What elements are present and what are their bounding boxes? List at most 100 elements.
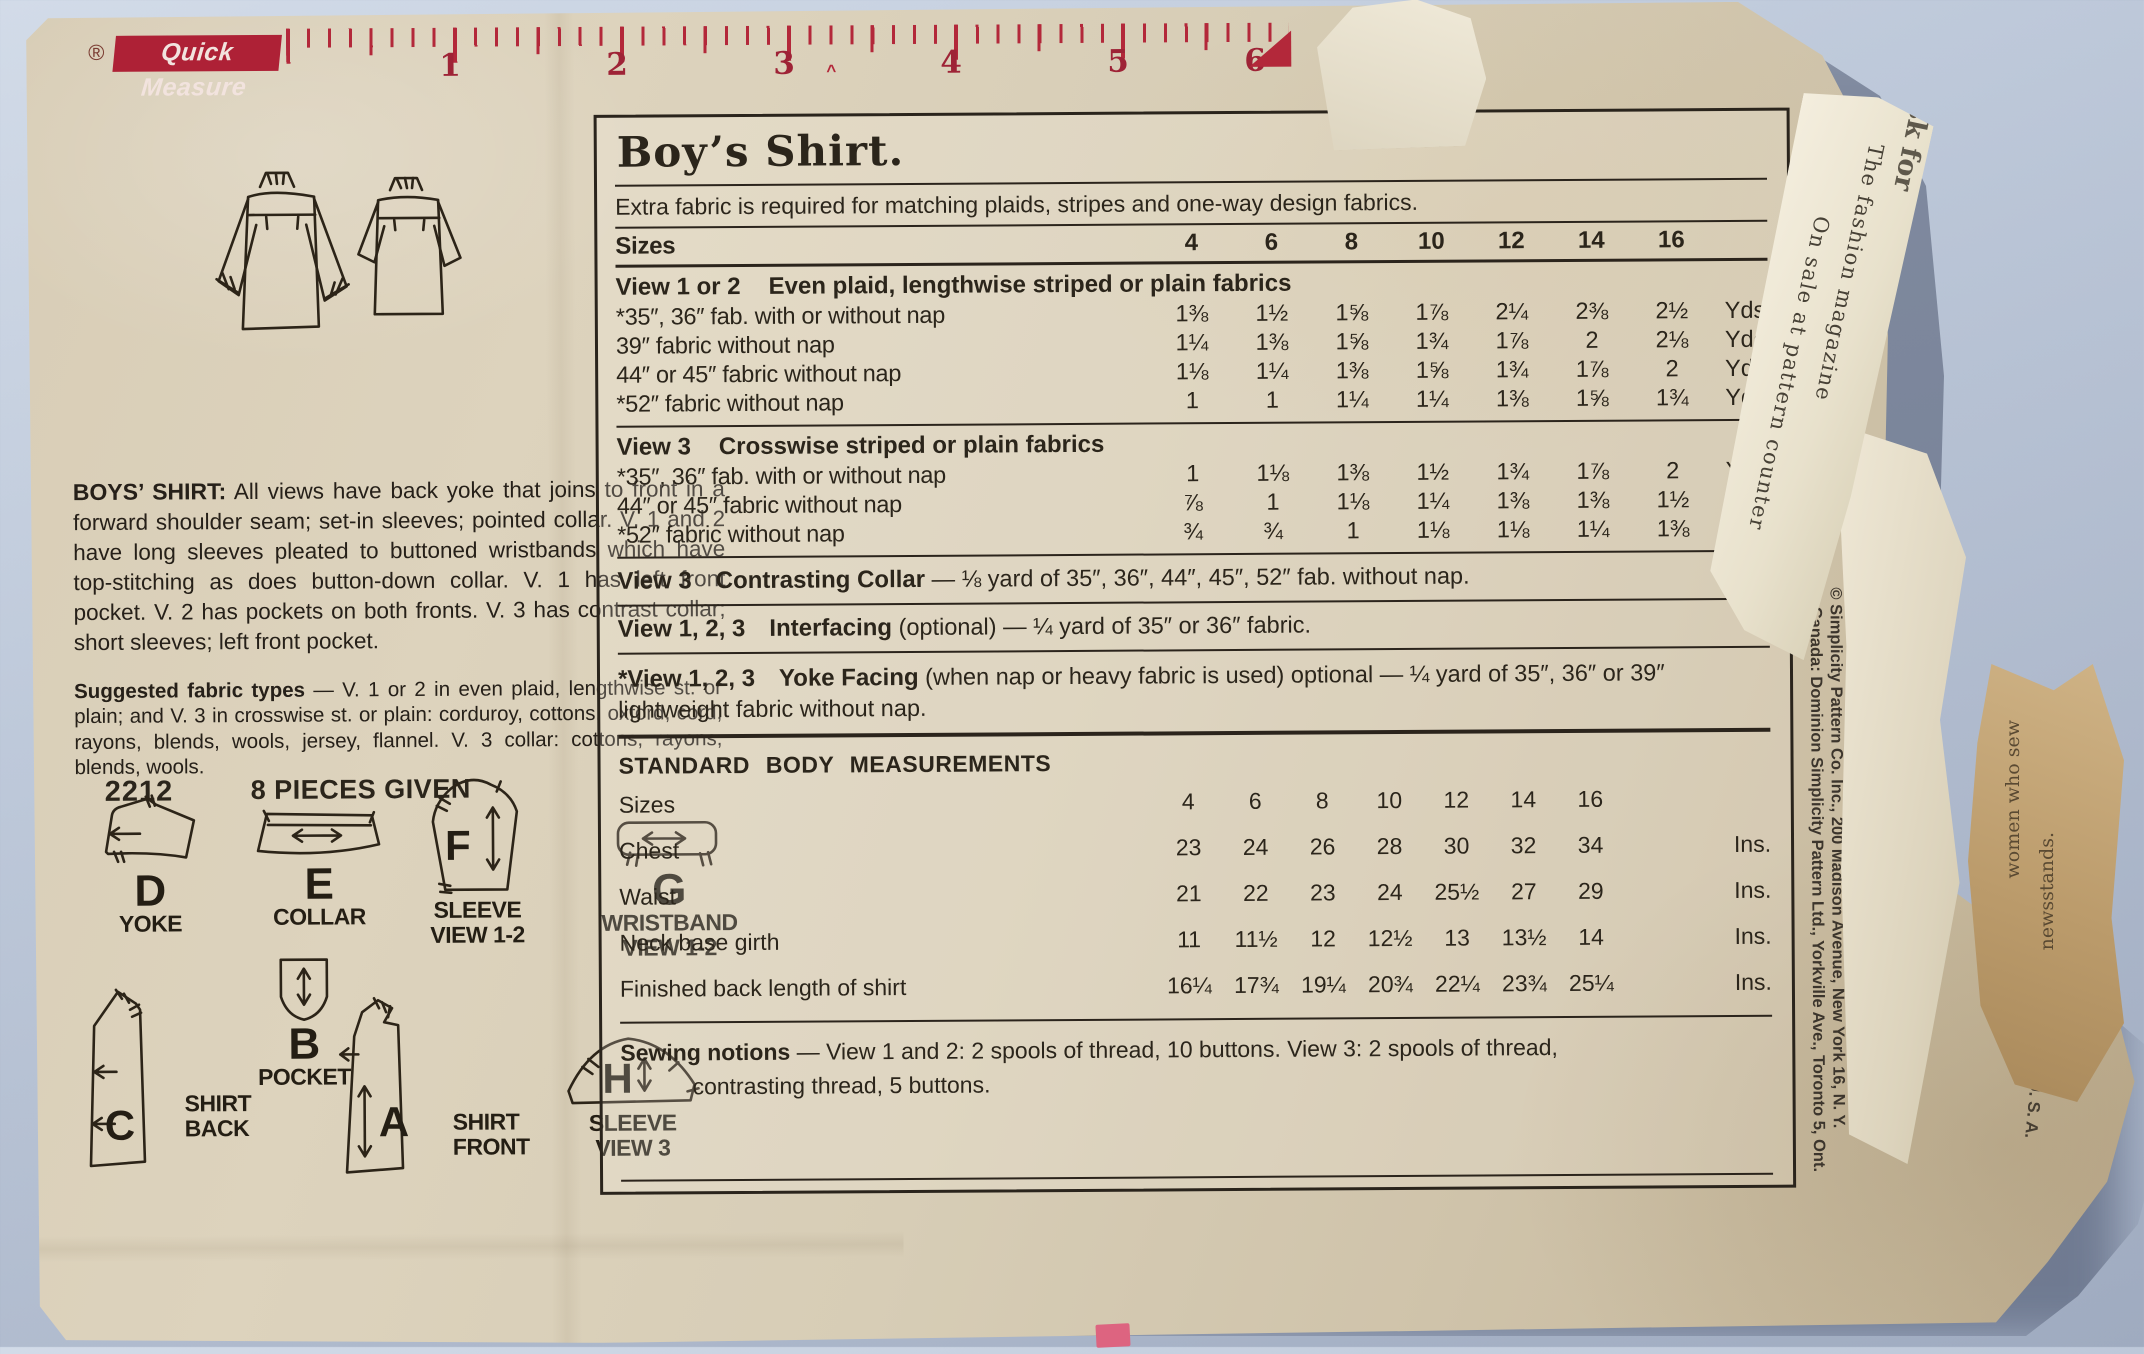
ruler-number: 2 bbox=[606, 47, 628, 83]
measurement-value: 6 bbox=[1222, 788, 1289, 815]
fabric-width-label: *35″, 36″ fab. with or without nap bbox=[617, 461, 1153, 491]
measurement-value: 14 bbox=[1558, 924, 1625, 951]
paper-crease bbox=[3, 1231, 903, 1262]
measurement-value: 12 bbox=[1423, 786, 1490, 813]
measurement-label: Neck base girth bbox=[620, 926, 1156, 956]
body-measurements-heading: STANDARD BODY MEASUREMENTS bbox=[618, 746, 1770, 780]
shirt-back-illustrations bbox=[202, 162, 465, 350]
measurement-value: 23¾ bbox=[1491, 970, 1558, 997]
size-col: 4 bbox=[1151, 229, 1231, 257]
piece-f-sleeve-view-1-2: F SLEEVE VIEW 1-2 bbox=[419, 775, 536, 948]
fabric-width-label: *35″, 36″ fab. with or without nap bbox=[616, 301, 1152, 331]
piece-c-shirt-back: C SHIRT BACK bbox=[82, 983, 323, 1172]
yardage-value: 1⅝ bbox=[1552, 385, 1632, 412]
measurement-value: 21 bbox=[1155, 880, 1222, 907]
divider bbox=[618, 728, 1770, 739]
measurement-value: 23 bbox=[1289, 879, 1356, 906]
pink-sticker-mark bbox=[1095, 1323, 1130, 1348]
piece-caption-sub: BACK bbox=[185, 1116, 252, 1141]
measurement-value: 17¾ bbox=[1223, 972, 1290, 999]
yardage-value: 1 bbox=[1233, 489, 1313, 516]
yardage-value: 1 bbox=[1152, 387, 1232, 414]
notions-text: — View 1 and 2: 2 spools of thread, 10 b… bbox=[790, 1034, 1558, 1065]
yardage-value: 1⅜ bbox=[1313, 459, 1393, 486]
measurement-row: Neck base girth 11 11½ 12 12½ 13 13½ 14 … bbox=[620, 923, 1772, 976]
scrap-text-women-who-sew: women who sew bbox=[2002, 720, 2024, 878]
size-col: 6 bbox=[1231, 229, 1311, 257]
yardage-value: 1⅜ bbox=[1473, 487, 1553, 514]
yardage-value: 1⅛ bbox=[1473, 516, 1553, 543]
fabric-width-label: *52″ fabric without nap bbox=[616, 388, 1152, 418]
yardage-value: ¾ bbox=[1233, 518, 1313, 545]
yardage-value: 2⅛ bbox=[1632, 326, 1712, 353]
measurement-label: Waist bbox=[619, 880, 1155, 910]
measurement-value: 20¾ bbox=[1357, 971, 1424, 998]
size-col: 8 bbox=[1311, 228, 1391, 256]
measurement-label: Finished back length of shirt bbox=[620, 972, 1156, 1002]
piece-letter: C bbox=[105, 1102, 136, 1150]
size-col: 14 bbox=[1551, 227, 1631, 255]
yardage-value: 2⅜ bbox=[1552, 298, 1632, 325]
piece-caption: SHIRT bbox=[185, 1091, 252, 1116]
yardage-value: 1⅛ bbox=[1233, 460, 1313, 487]
measurement-value: 28 bbox=[1356, 833, 1423, 860]
piece-a-shirt-front: A SHIRT FRONT bbox=[330, 991, 581, 1181]
piece-caption: SHIRT bbox=[453, 1109, 530, 1134]
yardage-value: 1⅛ bbox=[1313, 488, 1393, 515]
piece-caption: SLEEVE bbox=[419, 897, 535, 923]
collar-text: — ⅛ yard of 35″, 36″, 44″, 45″, 52″ fab.… bbox=[925, 563, 1470, 592]
strip-text-ask-for: Ask for bbox=[1887, 82, 1937, 194]
ruler-number: 3 bbox=[773, 46, 795, 82]
piece-letter: E bbox=[239, 864, 399, 905]
yardage-value: 1¾ bbox=[1632, 384, 1712, 411]
measurement-value: 25½ bbox=[1423, 878, 1490, 905]
notions-label: Sewing notions bbox=[620, 1039, 790, 1066]
yardage-value: 1⅝ bbox=[1312, 299, 1392, 326]
piece-caption-block: SHIRT FRONT bbox=[453, 1109, 530, 1159]
fabric-width-label: 44″ or 45″ fabric without nap bbox=[617, 490, 1153, 520]
yardage-value: 1¼ bbox=[1312, 386, 1392, 413]
notions-text-line2: contrasting thread, 5 buttons. bbox=[692, 1072, 990, 1100]
measurement-value: 14 bbox=[1490, 786, 1557, 813]
measurement-value: 29 bbox=[1557, 878, 1624, 905]
measurement-value: 25¼ bbox=[1558, 970, 1625, 997]
yardage-table: Boy’s Shirt. Extra fabric is required fo… bbox=[594, 108, 1797, 1195]
size-col: 10 bbox=[1391, 228, 1471, 256]
measurement-value: 13½ bbox=[1491, 924, 1558, 951]
ruler-center-mark: ^ bbox=[826, 61, 836, 81]
measurement-value: 8 bbox=[1289, 787, 1356, 814]
printed-ruler: 1 2 3 4 5 6 ^ bbox=[286, 23, 1288, 105]
yardage-value: 2 bbox=[1552, 327, 1632, 354]
interfacing-label: Interfacing bbox=[769, 614, 892, 642]
yardage-value: 1⅞ bbox=[1392, 299, 1472, 326]
piece-letter: D bbox=[85, 871, 215, 912]
piece-caption-sub: FRONT bbox=[453, 1134, 530, 1159]
yardage-value: 1⅞ bbox=[1472, 327, 1552, 354]
fabric-types-lead: Suggested fabric types bbox=[74, 678, 305, 702]
divider bbox=[621, 1173, 1773, 1182]
piece-caption-block: SHIRT BACK bbox=[185, 1091, 252, 1141]
yardage-value: 1 bbox=[1313, 517, 1393, 544]
ruler-number: 4 bbox=[940, 45, 962, 81]
measurement-value: 23 bbox=[1155, 834, 1222, 861]
yardage-value: 1⅜ bbox=[1232, 329, 1312, 356]
yardage-value: 1⅞ bbox=[1552, 356, 1632, 383]
yardage-value: 2¼ bbox=[1472, 298, 1552, 325]
measurement-value: 16¼ bbox=[1156, 972, 1223, 999]
view-label: View 3 bbox=[617, 433, 691, 461]
yardage-value: 1¼ bbox=[1553, 516, 1633, 543]
measurement-value: 16 bbox=[1557, 786, 1624, 813]
yardage-value: 1 bbox=[1153, 460, 1233, 487]
view-label: View 3 bbox=[617, 567, 691, 594]
divider bbox=[617, 550, 1769, 559]
sewing-notions: Sewing notions — View 1 and 2: 2 spools … bbox=[620, 1029, 1772, 1104]
measurement-value: 32 bbox=[1490, 832, 1557, 859]
measurement-value: 30 bbox=[1423, 832, 1490, 859]
description-lead: BOYS’ SHIRT: bbox=[73, 478, 227, 505]
measurement-value: 34 bbox=[1557, 832, 1624, 859]
ruler-number: 1 bbox=[439, 48, 461, 84]
piece-d-yoke: D YOKE bbox=[85, 793, 216, 937]
